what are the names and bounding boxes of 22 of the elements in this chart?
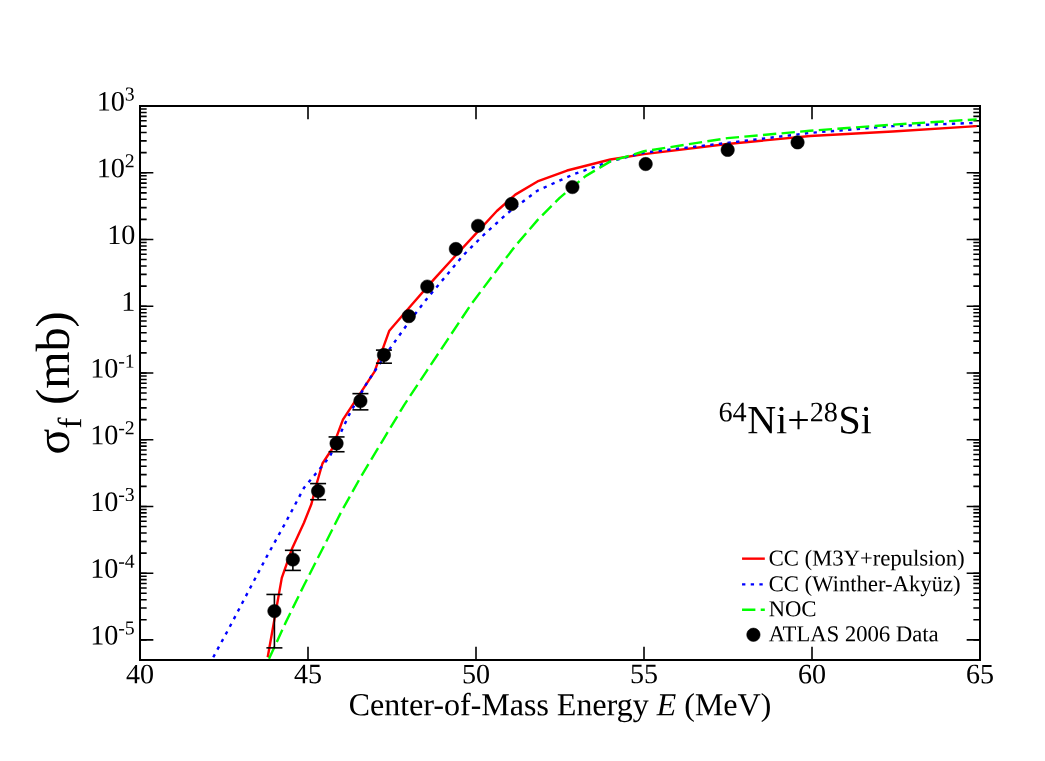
y-tick-label: 10$^{-4}$: [92, 554, 135, 578]
x-tick-label: 50: [463, 664, 489, 684]
legend-label: CC (M3Y+repulsion): [769, 549, 964, 571]
legend-title: $^{64}$Ni+$^{28}$Si: [719, 402, 872, 434]
y-tick-label: 10$^{-1}$: [92, 354, 134, 378]
y-tick-label: 10$^{-2}$: [92, 421, 134, 445]
x-tick-label: 60: [799, 664, 825, 684]
x-tick-label: 45: [294, 664, 321, 684]
y-tick-label: 10$^{-5}$: [92, 621, 134, 645]
x-tick-label: 40: [126, 664, 153, 684]
y-axis-title: σ$_{f}$ (mb): [35, 313, 82, 453]
y-tick-label: 10: [109, 225, 135, 245]
legend-label: CC (Winther-Akyüz): [769, 575, 960, 597]
legend-label: NOC: [769, 601, 816, 617]
y-tick-label: 10$^{2}$: [99, 154, 134, 178]
x-tick-label: 55: [631, 664, 657, 684]
x-tick-label: 65: [967, 664, 993, 684]
y-tick-label: 10$^{3}$: [99, 87, 134, 111]
legend-label: ATLAS 2006 Data: [768, 626, 939, 642]
y-tick-label: 10$^{-3}$: [92, 487, 134, 512]
y-tick-label: 1: [123, 292, 134, 311]
x-axis-title: Center-of-Mass Energy E (MeV): [350, 692, 770, 723]
